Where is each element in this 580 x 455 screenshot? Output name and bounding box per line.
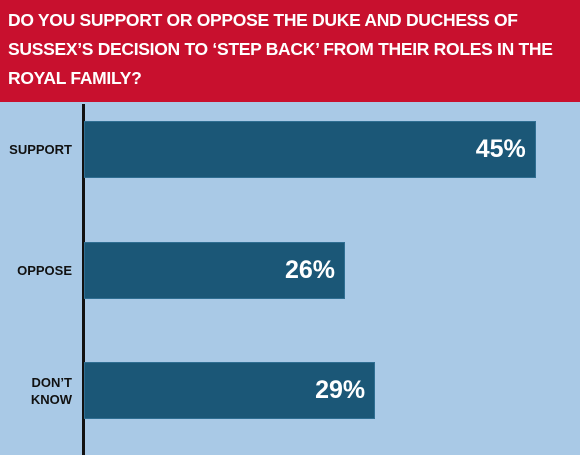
value-label: 45% <box>475 135 526 163</box>
chart-title: DO YOU SUPPORT OR OPPOSE THE DUKE AND DU… <box>0 0 580 102</box>
category-label: SUPPORT <box>9 142 72 157</box>
value-label: 26% <box>284 256 336 284</box>
bar <box>84 242 346 299</box>
axis-line <box>82 104 85 455</box>
category-label: DON’T KNOW <box>30 374 72 407</box>
category-label: OPPOSE <box>17 263 72 278</box>
value-label: 29% <box>315 376 366 404</box>
bar <box>84 362 376 419</box>
bar <box>84 121 536 178</box>
